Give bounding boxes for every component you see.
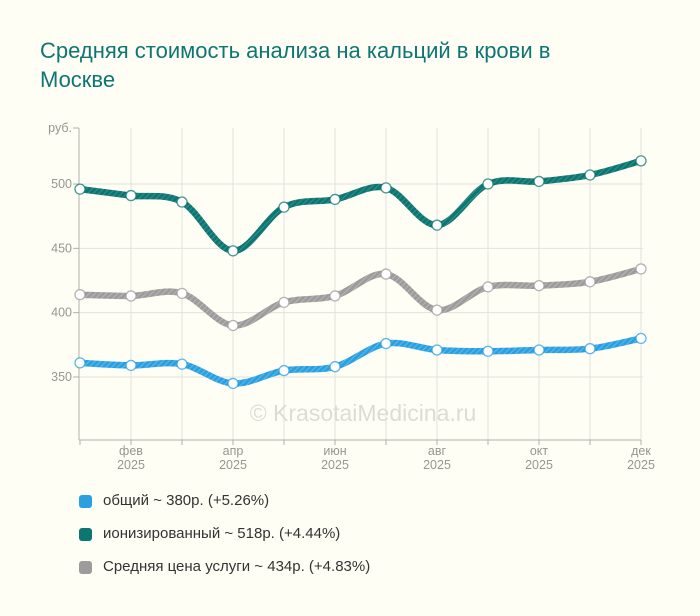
data-point-marker	[584, 169, 596, 181]
data-point-marker	[125, 290, 137, 302]
data-point-marker	[431, 219, 443, 231]
data-point-marker	[74, 289, 86, 301]
price-trend-line-chart: © KrasotaiMedicina.ru 350 400 450 500 руб. фев…	[48, 121, 655, 472]
data-point-marker	[227, 319, 239, 332]
y-tick-label: 450	[51, 241, 72, 255]
legend-label: ионизированный ~ 518р. (+4.44%)	[103, 525, 341, 542]
x-tick-label: апр 2025	[219, 444, 247, 472]
data-point-marker	[74, 183, 86, 195]
data-point-marker	[176, 358, 188, 370]
y-tick-label: 350	[51, 370, 72, 384]
data-point-marker	[635, 155, 647, 167]
x-tick-label: окт 2025	[525, 444, 553, 472]
data-point-marker	[482, 345, 494, 357]
data-point-marker	[380, 182, 392, 194]
data-point-marker	[635, 332, 647, 345]
legend-label: общий ~ 380р. (+5.26%)	[103, 492, 270, 509]
data-point-marker	[482, 178, 494, 190]
series-line-1	[76, 157, 645, 255]
watermark: © KrasotaiMedicina.ru	[250, 400, 477, 426]
legend-item-obshchiy: общий ~ 380р. (+5.26%)	[79, 492, 370, 509]
data-point-marker	[584, 276, 596, 288]
data-point-marker	[380, 337, 392, 350]
legend-item-srednyaya-tsena: Средняя цена услуги ~ 434р. (+4.83%)	[79, 558, 371, 575]
legend-swatch-blue	[79, 495, 92, 508]
grid-lines	[79, 128, 643, 440]
data-point-marker	[278, 364, 290, 377]
data-point-marker	[278, 201, 290, 213]
data-point-marker	[278, 296, 290, 309]
y-axis-unit-label: руб.	[48, 121, 72, 135]
data-point-marker	[533, 344, 545, 356]
legend-label: Средняя цена услуги ~ 434р. (+4.83%)	[103, 558, 371, 575]
legend-swatch-teal	[79, 528, 92, 541]
x-tick-label: фев 2025	[117, 444, 145, 472]
data-point-marker	[227, 377, 239, 390]
data-point-marker	[176, 287, 188, 300]
data-point-marker	[635, 263, 647, 275]
x-tick-label: июн 2025	[321, 444, 349, 472]
data-point-marker	[533, 175, 545, 188]
data-point-marker	[431, 304, 443, 316]
axes	[73, 127, 642, 445]
data-point-marker	[227, 245, 239, 257]
chart-title: Средняя стоимость анализа на кальций в к…	[40, 38, 551, 92]
chart-legend: общий ~ 380р. (+5.26%) ионизированный ~ …	[79, 492, 371, 594]
data-point-marker	[329, 193, 341, 206]
legend-swatch-gray	[79, 561, 92, 574]
data-point-marker	[74, 357, 86, 369]
data-point-marker	[176, 196, 188, 208]
x-tick-label: дек 2025	[627, 444, 655, 472]
data-point-marker	[329, 361, 341, 373]
data-point-marker	[584, 343, 596, 355]
data-point-marker	[380, 268, 392, 280]
x-tick-label: авг 2025	[423, 444, 451, 472]
legend-item-ionizirovanny: ионизированный ~ 518р. (+4.44%)	[79, 525, 370, 542]
y-tick-label: 500	[51, 177, 72, 191]
series-line-2	[76, 265, 645, 329]
data-point-marker	[125, 189, 137, 202]
data-point-marker	[329, 290, 341, 302]
data-point-marker	[125, 359, 137, 372]
data-point-marker	[431, 344, 443, 356]
data-point-marker	[482, 281, 494, 293]
y-tick-label: 400	[51, 306, 72, 320]
data-point-marker	[533, 279, 545, 292]
